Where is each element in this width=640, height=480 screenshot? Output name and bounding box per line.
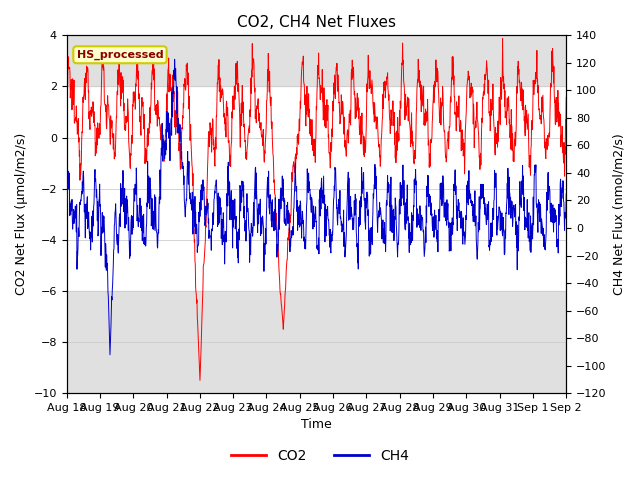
Y-axis label: CO2 Net Flux (μmol/m2/s): CO2 Net Flux (μmol/m2/s)	[15, 133, 28, 295]
X-axis label: Time: Time	[301, 419, 332, 432]
Y-axis label: CH4 Net Flux (nmol/m2/s): CH4 Net Flux (nmol/m2/s)	[612, 133, 625, 295]
Bar	[67, 291, 566, 393]
Title: CO2, CH4 Net Fluxes: CO2, CH4 Net Fluxes	[237, 15, 396, 30]
Legend: CO2, CH4: CO2, CH4	[225, 443, 415, 468]
Text: HS_processed: HS_processed	[77, 49, 163, 60]
Bar	[67, 36, 566, 86]
